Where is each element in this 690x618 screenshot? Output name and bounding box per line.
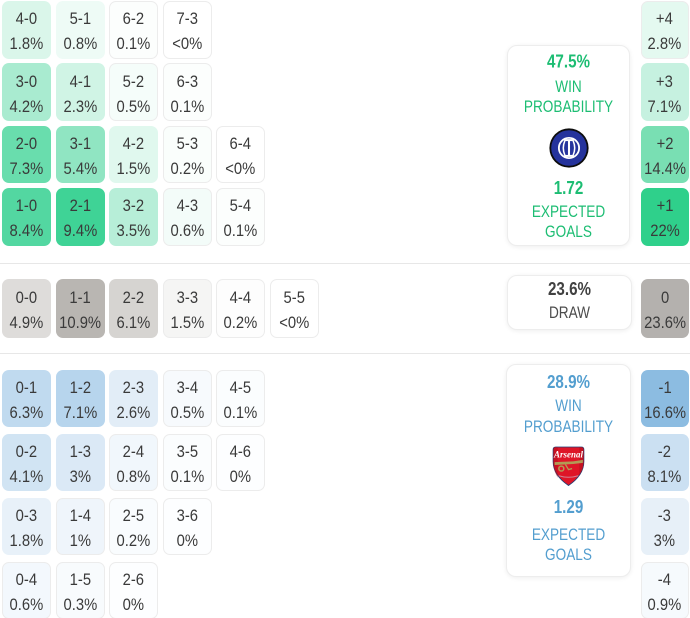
svg-text:Arsenal: Arsenal	[553, 449, 583, 459]
